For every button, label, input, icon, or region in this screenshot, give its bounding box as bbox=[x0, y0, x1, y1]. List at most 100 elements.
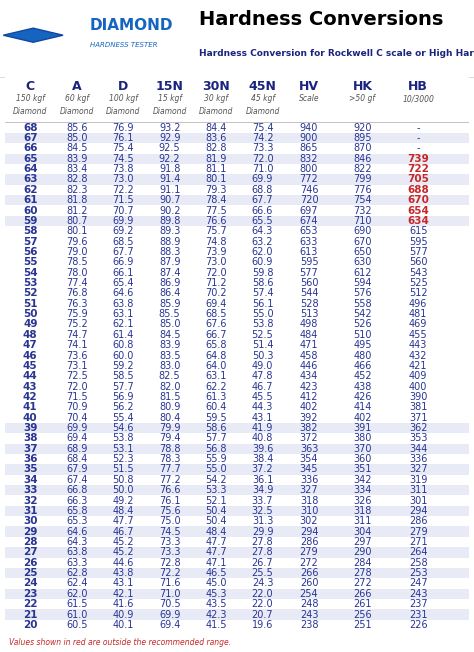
Text: 30: 30 bbox=[23, 516, 37, 526]
Text: 63: 63 bbox=[23, 175, 37, 185]
Text: 800: 800 bbox=[300, 164, 318, 174]
Text: 895: 895 bbox=[353, 133, 372, 143]
Text: D: D bbox=[118, 80, 128, 93]
Text: 58: 58 bbox=[23, 226, 37, 236]
Text: 78.8: 78.8 bbox=[159, 444, 181, 454]
FancyBboxPatch shape bbox=[5, 123, 469, 133]
Text: 720: 720 bbox=[300, 195, 319, 205]
Text: 260: 260 bbox=[300, 578, 318, 589]
Text: 46.7: 46.7 bbox=[112, 527, 134, 537]
Text: 70.5: 70.5 bbox=[159, 599, 181, 609]
Text: 822: 822 bbox=[353, 164, 372, 174]
Text: 35: 35 bbox=[23, 464, 37, 475]
Text: 65.5: 65.5 bbox=[252, 216, 273, 226]
Text: 48: 48 bbox=[23, 330, 37, 340]
Text: 74.2: 74.2 bbox=[252, 133, 273, 143]
FancyBboxPatch shape bbox=[5, 589, 469, 599]
Text: 336: 336 bbox=[409, 454, 428, 464]
Text: 495: 495 bbox=[353, 340, 372, 350]
Text: 633: 633 bbox=[300, 237, 318, 246]
Text: 68.4: 68.4 bbox=[66, 454, 87, 464]
Text: 264: 264 bbox=[409, 548, 428, 557]
Text: 91.4: 91.4 bbox=[159, 175, 180, 185]
Text: 455: 455 bbox=[409, 330, 428, 340]
Text: 371: 371 bbox=[409, 413, 428, 422]
Text: 258: 258 bbox=[409, 557, 428, 568]
FancyBboxPatch shape bbox=[5, 237, 469, 247]
Text: 57.7: 57.7 bbox=[205, 434, 227, 443]
Text: 78.5: 78.5 bbox=[66, 258, 88, 267]
Text: 41: 41 bbox=[23, 402, 37, 412]
Text: 26: 26 bbox=[23, 557, 37, 568]
Text: 55.0: 55.0 bbox=[205, 464, 227, 475]
Text: 45.2: 45.2 bbox=[112, 537, 134, 547]
Text: 62.1: 62.1 bbox=[112, 319, 134, 329]
Text: 543: 543 bbox=[409, 268, 428, 278]
Text: 297: 297 bbox=[353, 537, 372, 547]
Text: 62.8: 62.8 bbox=[66, 568, 88, 578]
Text: 77.5: 77.5 bbox=[205, 205, 227, 216]
Text: 69.9: 69.9 bbox=[112, 216, 134, 226]
Text: 75.4: 75.4 bbox=[112, 143, 134, 153]
Text: 56.2: 56.2 bbox=[112, 402, 134, 412]
Text: 327: 327 bbox=[300, 485, 319, 496]
Text: 351: 351 bbox=[353, 464, 372, 475]
Text: 47.8: 47.8 bbox=[252, 371, 273, 381]
Text: 311: 311 bbox=[353, 516, 372, 526]
Text: 28: 28 bbox=[23, 537, 37, 547]
Text: 526: 526 bbox=[353, 319, 372, 329]
Text: 595: 595 bbox=[409, 237, 428, 246]
Text: >50 gf: >50 gf bbox=[349, 95, 375, 103]
Text: 466: 466 bbox=[353, 361, 372, 371]
Text: 247: 247 bbox=[409, 578, 428, 589]
Text: 54.6: 54.6 bbox=[112, 423, 134, 433]
Text: 20: 20 bbox=[23, 620, 37, 630]
Text: HK: HK bbox=[353, 80, 373, 93]
Text: 89.3: 89.3 bbox=[159, 226, 180, 236]
Text: 85.0: 85.0 bbox=[66, 133, 88, 143]
Text: 653: 653 bbox=[300, 226, 318, 236]
Text: 19.6: 19.6 bbox=[252, 620, 273, 630]
Text: 59.2: 59.2 bbox=[112, 361, 134, 371]
FancyBboxPatch shape bbox=[5, 216, 469, 226]
Text: 51: 51 bbox=[23, 299, 37, 309]
Text: 67.6: 67.6 bbox=[205, 319, 227, 329]
Text: 243: 243 bbox=[300, 610, 318, 619]
Text: 66.6: 66.6 bbox=[252, 205, 273, 216]
Text: 710: 710 bbox=[353, 216, 372, 226]
Text: 34.9: 34.9 bbox=[252, 485, 273, 496]
Text: 37.2: 37.2 bbox=[252, 464, 273, 475]
Text: 59: 59 bbox=[23, 216, 37, 226]
Text: 65.8: 65.8 bbox=[205, 340, 227, 350]
Text: 48.4: 48.4 bbox=[112, 506, 134, 516]
Text: 54.2: 54.2 bbox=[205, 475, 227, 485]
Text: 72.0: 72.0 bbox=[252, 154, 273, 164]
Text: 45.3: 45.3 bbox=[205, 589, 227, 599]
Text: 81.2: 81.2 bbox=[66, 205, 88, 216]
Text: 251: 251 bbox=[353, 620, 372, 630]
Text: 544: 544 bbox=[300, 288, 318, 299]
Text: 294: 294 bbox=[300, 527, 318, 537]
Text: 577: 577 bbox=[409, 247, 428, 257]
Text: 25.5: 25.5 bbox=[252, 568, 273, 578]
Text: 66.7: 66.7 bbox=[205, 330, 227, 340]
Text: 284: 284 bbox=[353, 557, 372, 568]
Text: 79.6: 79.6 bbox=[66, 237, 88, 246]
Text: 86.4: 86.4 bbox=[159, 288, 180, 299]
Text: 73.0: 73.0 bbox=[112, 175, 134, 185]
Text: 69.4: 69.4 bbox=[205, 299, 227, 309]
Text: 402: 402 bbox=[300, 402, 318, 412]
Text: 59.5: 59.5 bbox=[205, 413, 227, 422]
Text: 920: 920 bbox=[353, 123, 372, 132]
Text: 83.5: 83.5 bbox=[159, 351, 181, 361]
Text: 49.0: 49.0 bbox=[252, 361, 273, 371]
Text: 69.4: 69.4 bbox=[159, 620, 180, 630]
FancyBboxPatch shape bbox=[5, 475, 469, 485]
Text: 243: 243 bbox=[409, 589, 428, 599]
Text: 79.0: 79.0 bbox=[66, 247, 88, 257]
Text: 256: 256 bbox=[353, 610, 372, 619]
FancyBboxPatch shape bbox=[5, 185, 469, 195]
Text: 342: 342 bbox=[353, 475, 372, 485]
Text: 63.2: 63.2 bbox=[252, 237, 273, 246]
Text: 82.5: 82.5 bbox=[159, 371, 181, 381]
